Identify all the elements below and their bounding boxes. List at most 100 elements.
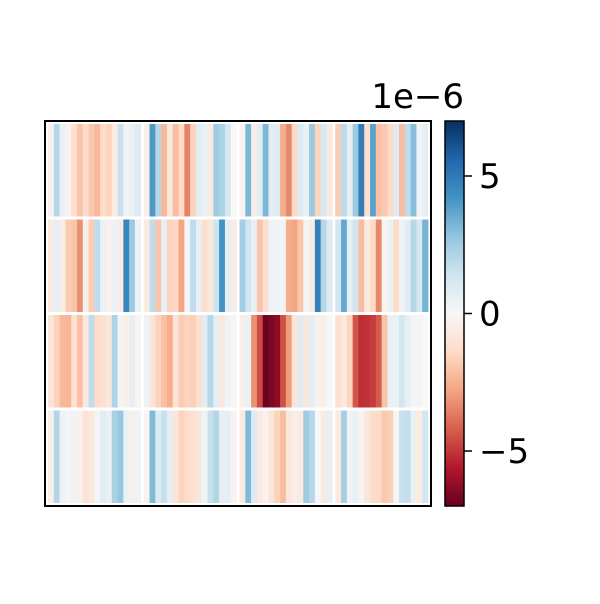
heatmap-cell	[381, 410, 388, 503]
heatmap-cell	[341, 124, 348, 217]
heatmap-cell	[297, 124, 304, 217]
heatmap-cell	[134, 315, 142, 408]
heatmap-cell	[224, 124, 232, 217]
heatmap-cell	[143, 124, 150, 217]
heatmap-cell	[100, 124, 107, 217]
heatmap-cell	[274, 124, 281, 217]
heatmap-cell	[251, 124, 258, 217]
heatmap-cell	[129, 124, 136, 217]
heatmap-cell	[184, 410, 191, 503]
heatmap-cell	[219, 124, 226, 217]
heatmap-cell	[245, 219, 252, 312]
heatmap-cell	[370, 410, 377, 503]
heatmap-cell	[335, 315, 342, 408]
heatmap-cell	[65, 219, 72, 312]
heatmap-cell	[213, 219, 220, 312]
heatmap-cell	[155, 315, 162, 408]
heatmap-cell	[285, 315, 293, 408]
heatmap-cell	[416, 410, 423, 503]
heatmap-cell	[341, 410, 348, 503]
heatmap-cell	[123, 315, 130, 408]
heatmap-cell	[155, 410, 162, 503]
heatmap-cell	[352, 315, 359, 408]
heatmap-cell	[303, 124, 310, 217]
heatmap-cell	[48, 124, 55, 217]
heatmap-cell	[149, 219, 156, 312]
heatmap-cell	[422, 410, 429, 503]
heatmap-cell	[239, 315, 246, 408]
heatmap-cell	[291, 315, 298, 408]
heatmap-cell	[326, 124, 333, 217]
heatmap-cell	[195, 410, 203, 503]
heatmap-cell	[123, 219, 130, 312]
heatmap-cell	[410, 315, 417, 408]
heatmap-cell	[375, 315, 383, 408]
heatmap-cell	[82, 315, 89, 408]
heatmap-cell	[195, 219, 203, 312]
heatmap-cell	[335, 219, 342, 312]
colorbar-tick-label: −5	[479, 432, 529, 472]
heatmap-cell	[309, 219, 316, 312]
colorbar-scale-label: 1e−6	[371, 77, 464, 117]
heatmap-cell	[53, 124, 60, 217]
colorbar-tick-label: 5	[479, 157, 501, 197]
heatmap-cell	[375, 124, 383, 217]
heatmap-cell	[48, 315, 55, 408]
heatmap-cell	[76, 124, 84, 217]
heatmap-cell	[358, 219, 365, 312]
heatmap-cell	[335, 124, 342, 217]
heatmap-cell	[251, 219, 258, 312]
heatmap-cell	[105, 315, 113, 408]
heatmap-cell	[53, 410, 60, 503]
heatmap-cell	[201, 124, 208, 217]
heatmap-cell	[393, 124, 400, 217]
heatmap-cell	[105, 219, 113, 312]
heatmap-cell	[285, 219, 293, 312]
heatmap-cell	[256, 219, 264, 312]
heatmap-cell	[53, 315, 60, 408]
heatmap-cell	[387, 315, 394, 408]
heatmap-cell	[129, 219, 136, 312]
heatmap-cell	[314, 410, 322, 503]
heatmap-cell	[129, 315, 136, 408]
heatmap-cell	[166, 219, 174, 312]
heatmap-cell	[320, 124, 327, 217]
heatmap-cell	[161, 410, 168, 503]
heatmap-cell	[178, 124, 185, 217]
heatmap-cell	[314, 219, 322, 312]
colorbar-gradient	[444, 120, 465, 507]
colorbar-ticks: 5 0 −5	[464, 157, 529, 472]
heatmap-cell	[71, 124, 78, 217]
heatmap-cell	[230, 219, 237, 312]
heatmap-cell	[161, 219, 168, 312]
heatmap-cell	[213, 410, 220, 503]
heatmap-cell	[71, 315, 78, 408]
heatmap-cell	[291, 124, 298, 217]
heatmap-cell	[65, 410, 72, 503]
heatmap-cell	[143, 219, 150, 312]
heatmap-cell	[346, 315, 354, 408]
heatmap-cell	[111, 219, 118, 312]
heatmap-cell	[71, 219, 78, 312]
heatmap-cell	[262, 124, 269, 217]
heatmap-cell	[399, 410, 406, 503]
heatmap-cell	[105, 124, 113, 217]
heatmap-cell	[291, 410, 298, 503]
colorbar: 5 0 −5 1e−6	[371, 77, 529, 507]
heatmap-cell	[381, 124, 388, 217]
heatmap-cell	[335, 410, 342, 503]
heatmap-cell	[297, 315, 304, 408]
heatmap-cell	[422, 124, 429, 217]
heatmap-cell	[364, 124, 371, 217]
heatmap-cell	[82, 410, 89, 503]
heatmap-cell	[297, 219, 304, 312]
heatmap-cell	[381, 315, 388, 408]
heatmap-cell	[268, 315, 275, 408]
heatmap-cell	[251, 410, 258, 503]
heatmap-cell	[297, 410, 304, 503]
heatmap-cell	[184, 315, 191, 408]
heatmap-cell	[76, 219, 84, 312]
heatmap-cell	[404, 315, 412, 408]
heatmap-cell	[190, 410, 197, 503]
